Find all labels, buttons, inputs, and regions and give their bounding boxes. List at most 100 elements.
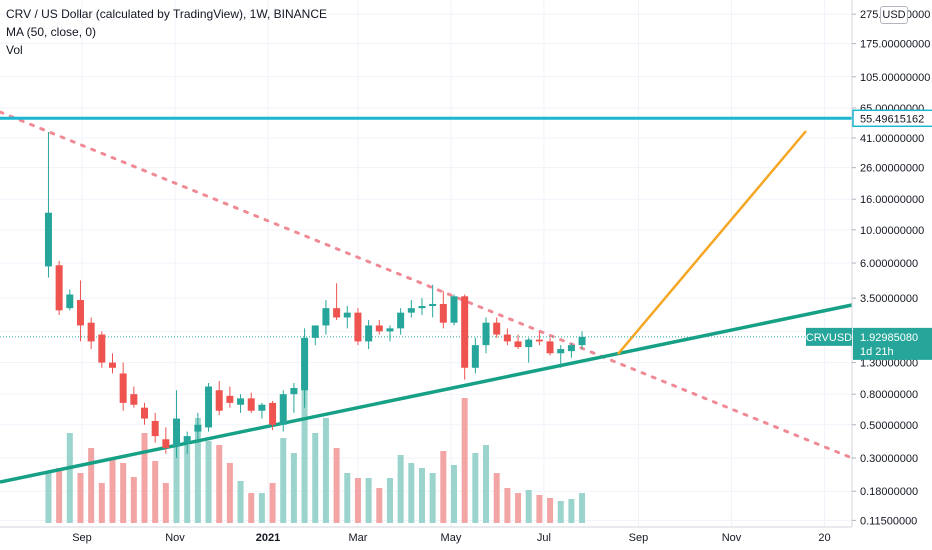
candle (578, 331, 586, 350)
candle (226, 386, 234, 408)
volume-bar (536, 495, 543, 523)
volume-bar (152, 461, 159, 523)
candle-body (87, 322, 95, 342)
candle (450, 294, 458, 326)
volume-bar (194, 418, 201, 523)
candle (98, 331, 106, 368)
price-tick-label: 10.00000000 (860, 225, 924, 237)
symbol-tag-bg (806, 327, 852, 346)
price-tick-label: 0.80000000 (860, 389, 918, 401)
volume-bar (237, 481, 244, 523)
volume-bar (483, 445, 490, 523)
candle (407, 300, 415, 318)
candle-body (461, 296, 469, 368)
time-tick-label: Mar (348, 532, 367, 544)
candle-body (194, 424, 202, 432)
volume-bar (120, 463, 127, 523)
volume-bar (226, 463, 233, 523)
volume-bar (493, 473, 500, 523)
candle (162, 427, 170, 454)
candle (386, 325, 394, 342)
volume-bar (429, 473, 436, 523)
current-price-tag: CRVUSD 1.92985080 1d 21h (806, 327, 932, 360)
price-tick-label: 41.00000000 (860, 133, 924, 145)
candle-body (471, 345, 479, 368)
candle (76, 280, 84, 342)
volume-bar (365, 478, 372, 523)
volume-bar (88, 448, 95, 523)
candle-body (44, 212, 52, 267)
time-tick-label: Sep (629, 532, 649, 544)
price-axis: 450.00000000275.00000000175.00000000105.… (851, 0, 930, 527)
candles (44, 131, 586, 458)
candle (333, 283, 341, 321)
candle-body (301, 337, 309, 391)
candle-body (108, 362, 116, 368)
candle (439, 291, 447, 329)
price-tag-bg (853, 327, 932, 360)
candle-body (535, 339, 543, 342)
candle-body (130, 394, 138, 405)
price-tick-label: 0.30000000 (860, 453, 918, 465)
candle-body (525, 339, 533, 348)
volume-bar (504, 488, 511, 523)
candle (237, 394, 245, 413)
candle-body (269, 402, 277, 425)
volume-bar (344, 473, 351, 523)
candle (375, 320, 383, 335)
candle-body (365, 325, 373, 342)
candle (151, 412, 159, 443)
volume-bar (98, 483, 105, 523)
candle (567, 343, 575, 358)
volume-bar (354, 478, 361, 523)
volume-bar (141, 433, 148, 523)
candle (482, 317, 490, 354)
candle (322, 300, 330, 335)
time-tick-label: May (441, 532, 462, 544)
candle-body (183, 436, 191, 443)
time-tick-label: Nov (165, 532, 185, 544)
volume-bar (248, 493, 255, 523)
candle (535, 331, 543, 346)
chart-title: CRV / US Dollar (calculated by TradingVi… (6, 7, 328, 21)
volume-bar (173, 435, 180, 523)
price-tick-label: 175.00000000 (860, 39, 930, 51)
ma-indicator-label[interactable]: MA (50, close, 0) (6, 25, 97, 39)
candle (354, 308, 362, 346)
candle (258, 402, 266, 419)
candle-body (343, 312, 351, 318)
candle-body (418, 306, 426, 309)
candle (108, 353, 116, 374)
currency-button[interactable]: USD (880, 6, 908, 24)
candle-body (55, 265, 63, 311)
volume-bar (258, 493, 265, 523)
candle (173, 390, 181, 458)
volume-bar (472, 453, 479, 523)
candle (55, 260, 63, 316)
candle-body (482, 322, 490, 346)
candle-body (450, 296, 458, 323)
candle-body (514, 341, 522, 348)
volume-bar (440, 451, 447, 523)
time-tick-label: 2021 (256, 532, 280, 544)
chart-grid (0, 0, 852, 527)
price-tick-label: 105.00000000 (860, 72, 930, 84)
candle (514, 334, 522, 350)
volume-bar (461, 398, 468, 523)
symbol-tag-label: CRVUSD (806, 332, 852, 344)
volume-bar (66, 433, 73, 523)
candle (66, 289, 74, 311)
volume-bar (568, 499, 575, 523)
candle (194, 412, 202, 443)
volume-indicator-label[interactable]: Vol (6, 43, 23, 57)
volume-bar (451, 465, 457, 523)
time-axis: Sep Nov 2021 Mar May Jul Sep Nov 20 (0, 526, 852, 544)
volume-bar (333, 448, 340, 523)
price-tick-label: 26.00000000 (860, 163, 924, 175)
candle (119, 362, 127, 411)
candle (130, 386, 138, 408)
volume-bar (56, 468, 63, 523)
candle-body (322, 308, 330, 326)
price-tick-label: 1.30000000 (860, 358, 918, 370)
